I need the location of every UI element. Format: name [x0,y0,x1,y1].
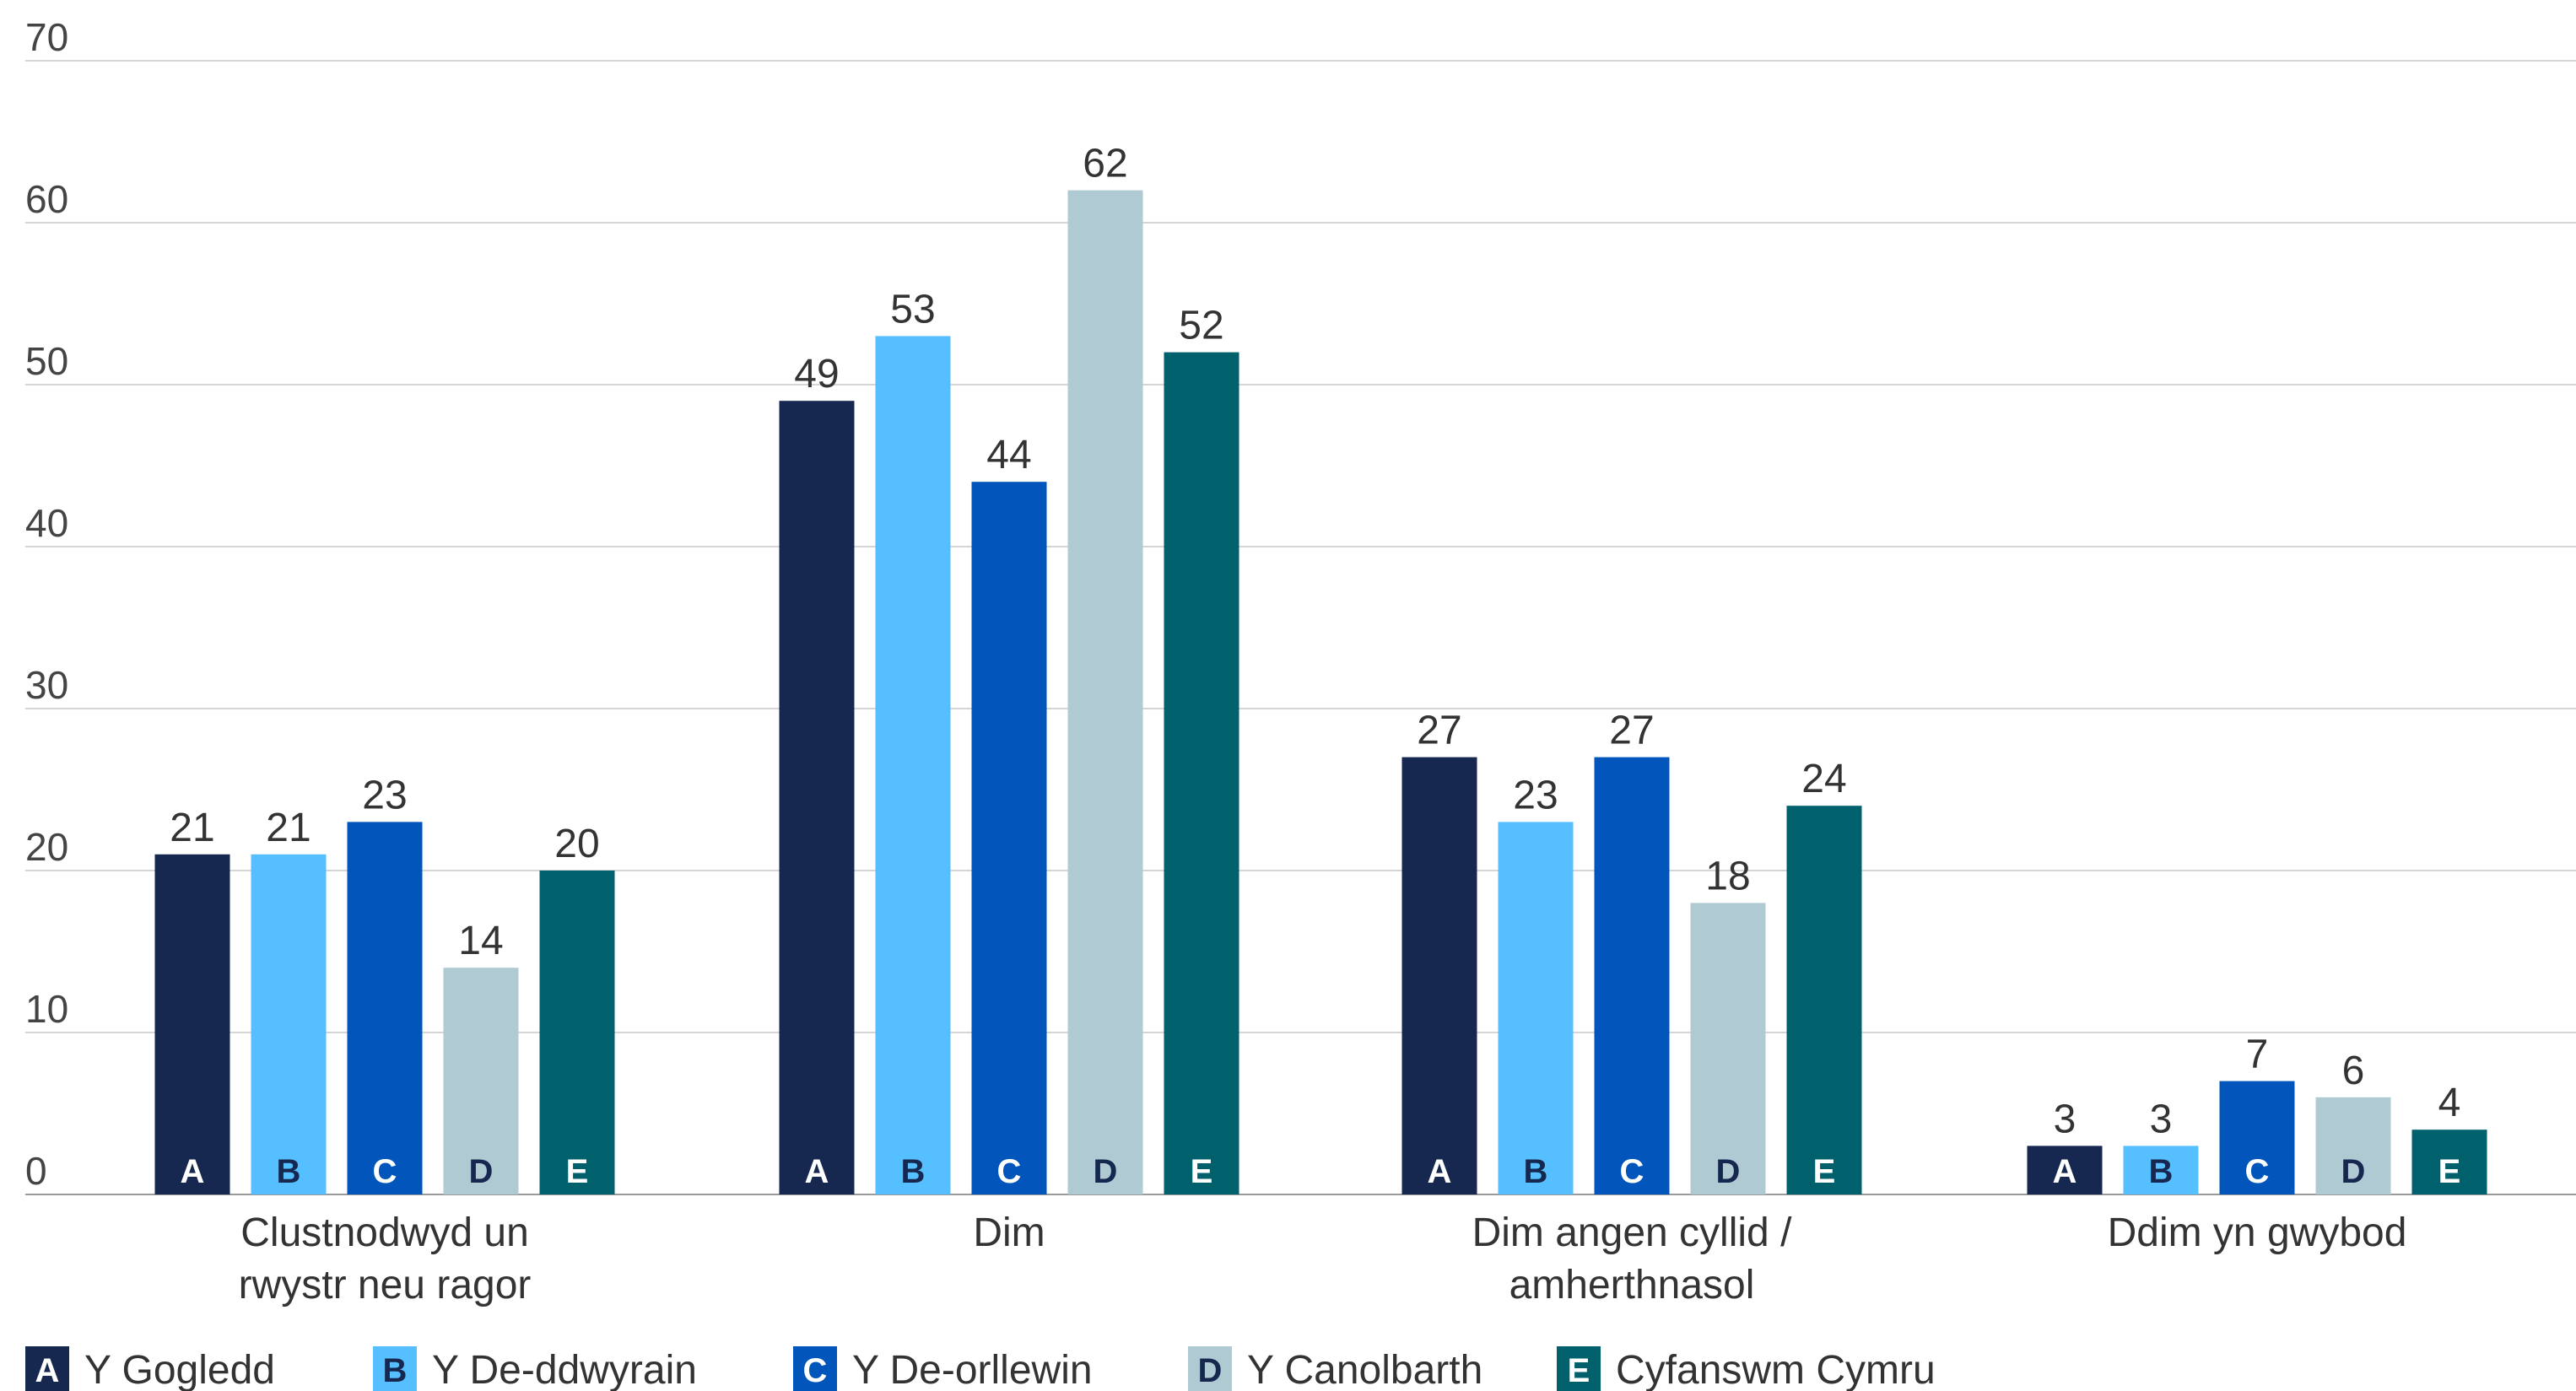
legend-swatch [1188,1346,1232,1391]
y-tick-label: 50 [25,339,68,383]
bar [971,482,1047,1194]
data-label: 18 [1705,854,1750,898]
y-tick-label: 40 [25,501,68,545]
data-label: 3 [2054,1097,2076,1141]
y-tick-label: 0 [25,1149,47,1193]
bar [2027,1146,2103,1194]
bar [1786,806,1862,1194]
data-label: 21 [266,806,311,850]
bar [1594,757,1670,1194]
bar [347,822,423,1194]
data-label: 52 [1179,304,1223,348]
legend-letter: D [1198,1352,1223,1389]
bar-letter: A [181,1153,205,1190]
legend-label: Y Gogledd [84,1348,275,1391]
data-label: 20 [554,822,599,866]
y-tick-label: 60 [25,177,68,221]
data-label: 21 [170,806,214,850]
bar [2315,1097,2391,1194]
bar [2411,1130,2487,1194]
data-label: 49 [794,352,839,396]
data-label: 6 [2342,1049,2365,1093]
data-label: 23 [362,773,407,817]
bar-letter: B [277,1153,301,1190]
bar-letter: E [1191,1153,1213,1190]
bar [443,968,519,1194]
data-label: 14 [458,919,503,963]
y-tick-label: 10 [25,987,68,1031]
bar-letter: E [2438,1153,2461,1190]
data-label: 53 [890,287,935,332]
legend-label: Y Canolbarth [1247,1348,1482,1391]
category-label: amherthnasol [1509,1263,1755,1307]
category-label: rwystr neu ragor [239,1263,532,1307]
bar [1067,190,1143,1195]
data-label: 27 [1417,709,1461,753]
bar [539,871,615,1194]
legend-letter: B [383,1352,408,1389]
category-label: Dim angen cyllid / [1472,1210,1792,1255]
bar-letter: C [997,1153,1022,1190]
bar-letter: A [805,1153,829,1190]
bar-letter: D [1716,1153,1741,1190]
bar-letter: B [901,1153,926,1190]
legend-letter: A [35,1352,60,1389]
bar [779,401,855,1194]
legend-label: Y De-ddwyrain [432,1348,697,1391]
bar-letter: B [2149,1153,2174,1190]
bar-letter: D [2341,1153,2366,1190]
legend-letter: C [803,1352,828,1389]
legend-letter: E [1568,1352,1590,1389]
legend-swatch [793,1346,837,1391]
category-label: Ddim yn gwybod [2108,1210,2407,1255]
data-label: 24 [1801,757,1846,801]
data-label: 3 [2150,1097,2173,1141]
legend-swatch [373,1346,417,1391]
data-label: 23 [1513,773,1558,817]
data-label: 4 [2438,1081,2461,1125]
bar [2219,1081,2295,1194]
bar-letter: E [566,1153,589,1190]
data-label: 62 [1083,142,1127,186]
y-tick-label: 70 [25,15,68,59]
category-label: Clustnodwyd un [240,1210,529,1255]
category-labels: Clustnodwyd un rwystr neu ragor Dim Dim ang… [239,1210,2407,1307]
bar-letter: C [2245,1153,2270,1190]
data-label: 27 [1609,709,1654,753]
bar-letter: A [2053,1153,2077,1190]
bar [875,336,951,1194]
legend: A Y Gogledd B Y De-ddwyrain C Y De-orllewin D Y… [25,1346,1936,1391]
bar-letter: D [469,1153,494,1190]
bar-letter: E [1813,1153,1836,1190]
bar-letter: C [373,1153,397,1190]
bar [251,854,327,1194]
bar-letter: A [1428,1153,1452,1190]
data-label: 7 [2246,1032,2269,1077]
bar [1401,757,1477,1194]
y-tick-label: 20 [25,825,68,869]
bar [154,854,230,1194]
data-label: 44 [986,433,1031,477]
bar-letter: C [1620,1153,1644,1190]
bars: 21 A 21 B 23 C 14 D 20 E 49 A 53 B 44 C 62 D 52 E 27 A 23 B 27 C 1… [154,142,2487,1195]
bar-letter: B [1524,1153,1548,1190]
legend-label: Y De-orllewin [852,1348,1093,1391]
bar [1164,352,1239,1195]
legend-swatch [25,1346,69,1391]
category-label: Dim [973,1210,1045,1255]
bar [1498,822,1574,1194]
y-tick-label: 30 [25,663,68,707]
legend-label: Cyfanswm Cymru [1616,1348,1936,1391]
bar [1690,903,1766,1194]
bar-letter: D [1094,1153,1118,1190]
legend-swatch [1557,1346,1601,1391]
y-axis-ticks: 0 10 20 30 40 50 60 70 [25,15,68,1193]
bar [2123,1146,2199,1194]
